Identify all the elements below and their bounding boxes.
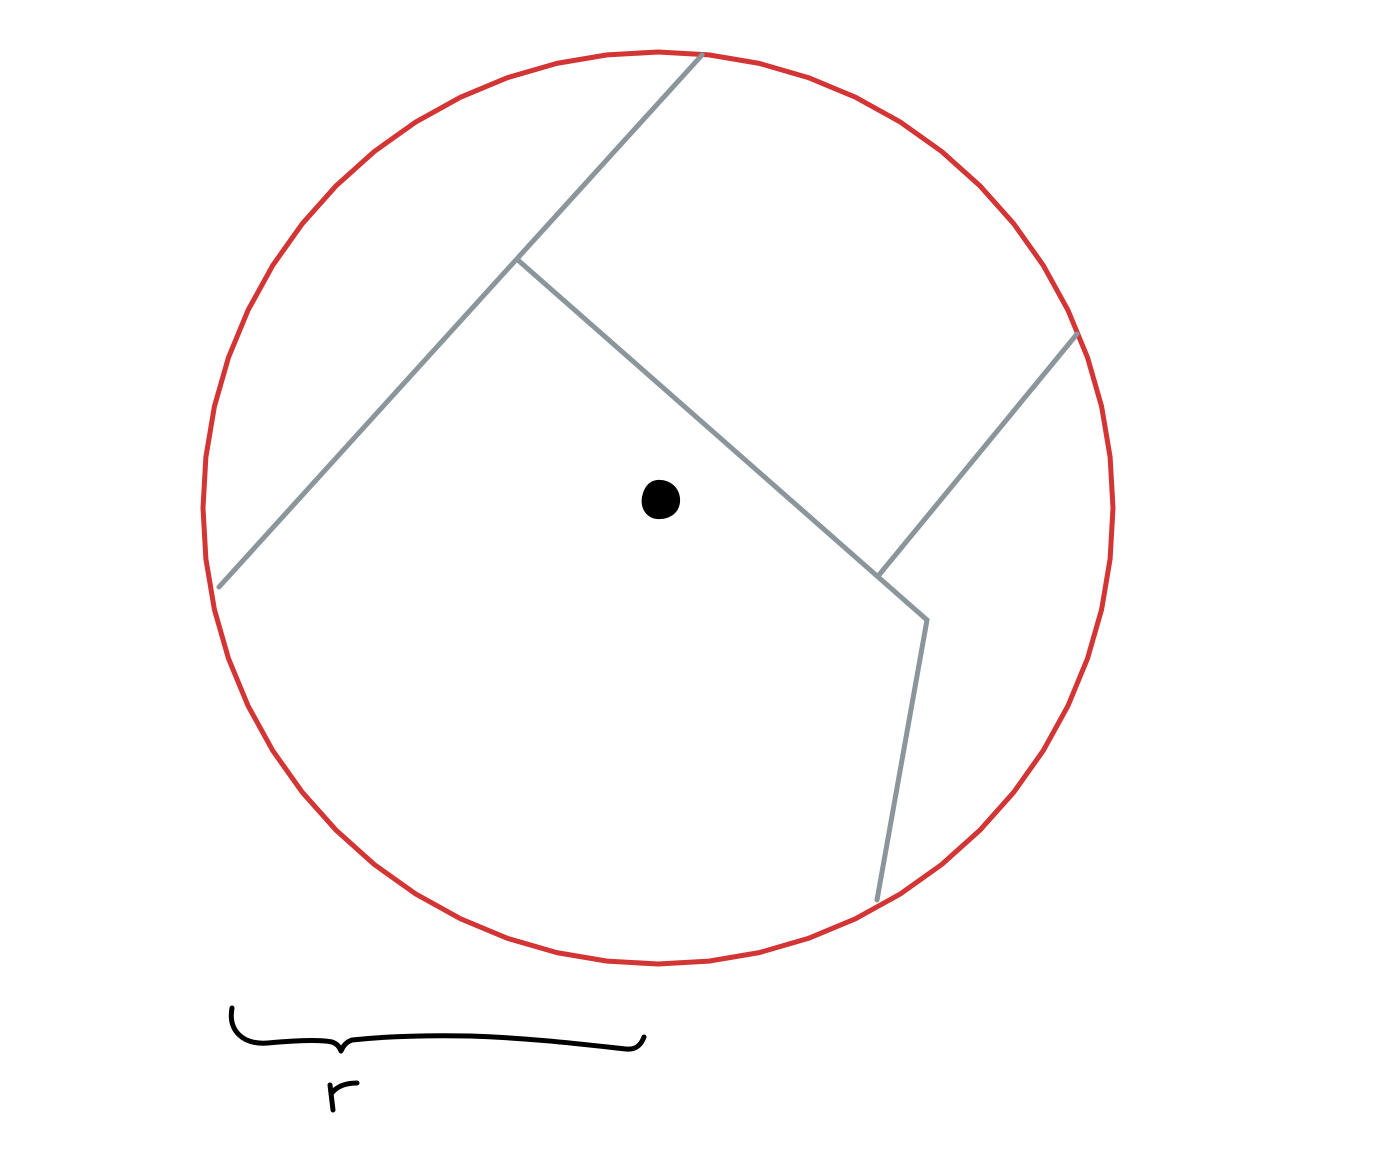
segment-long-diagonal [216, 52, 705, 590]
segment-group [216, 52, 1080, 903]
segment-bent-chord [516, 258, 930, 903]
center-dot [641, 479, 681, 520]
outer-circle [200, 49, 1116, 967]
segment-right-short [876, 331, 1080, 578]
radius-label-glyph [327, 1080, 360, 1113]
radius-brace [228, 1005, 647, 1054]
